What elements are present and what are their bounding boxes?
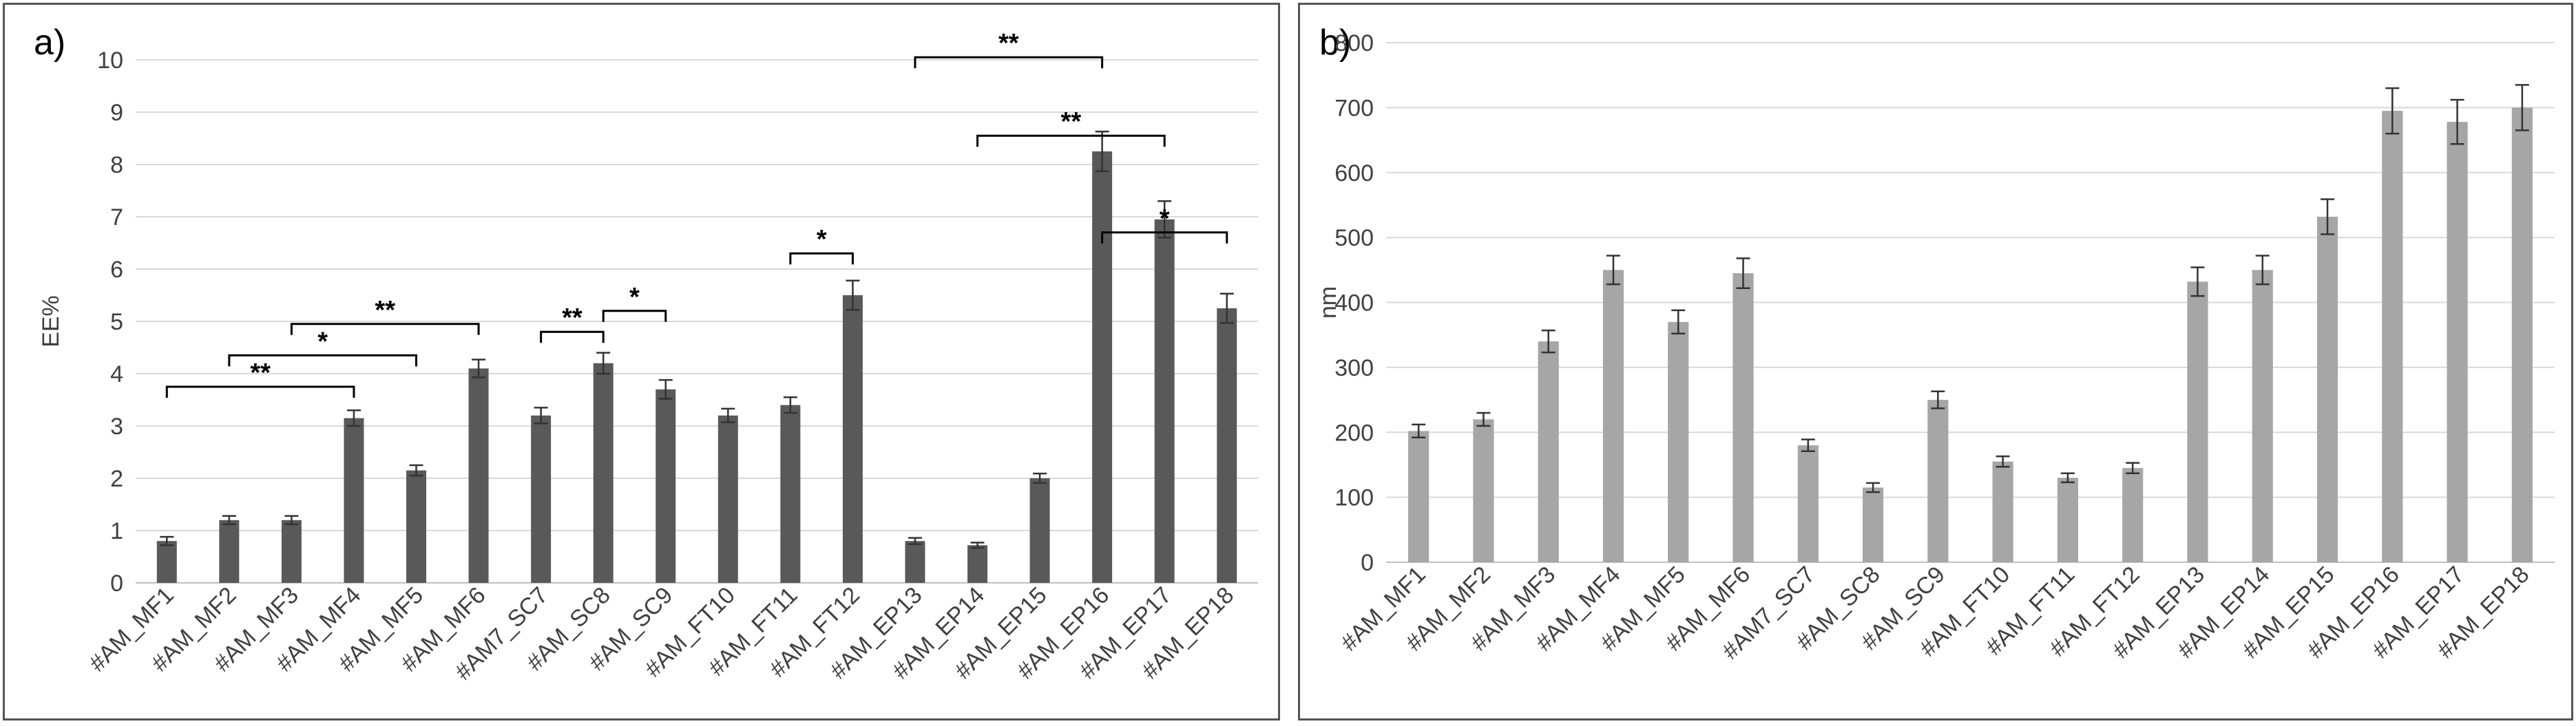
bar-am_mf6: [1732, 273, 1754, 562]
bar-am_ft11: [2057, 478, 2079, 562]
chart-a-svg: a)012345678910EE%#AM_MF1#AM_MF2#AM_MF3#A…: [34, 23, 1258, 685]
bar-am_ep18: [2511, 107, 2533, 562]
significance-bracket: [540, 330, 605, 343]
bar-am_ft12: [2122, 468, 2144, 562]
y-tick-label: 400: [1334, 290, 1374, 317]
bar-am_ep14: [967, 545, 987, 583]
y-tick-label: 2: [110, 466, 123, 492]
bar-am_mf5: [406, 470, 426, 583]
significance-bracket: [228, 354, 417, 367]
bar-am_mf1: [156, 541, 177, 583]
bar-am_ep17: [2447, 122, 2468, 562]
significance-bracket: [165, 385, 355, 398]
significance-label: **: [998, 29, 1019, 58]
bar-am_mf4: [344, 418, 364, 583]
y-tick-label: 0: [1361, 550, 1374, 576]
bar-am_mf2: [1473, 419, 1494, 562]
bar-am_sc9: [656, 389, 676, 583]
bar-am_mf1: [1408, 431, 1430, 562]
y-tick-label: 1: [110, 518, 123, 544]
significance-label: **: [1061, 107, 1082, 136]
y-tick-label: 700: [1334, 95, 1374, 121]
y-tick-label: 8: [110, 152, 123, 178]
bar-am_ep18: [1217, 308, 1237, 583]
y-tick-label: 500: [1334, 225, 1374, 251]
y-tick-label: 600: [1334, 160, 1374, 186]
chart-panel-b: b) 0 100 200 300 400 500 600 700 800 nm #AM_MF1 #AM_…: [1298, 3, 2573, 720]
bar-am_ep16: [2382, 111, 2403, 562]
y-tick-label: 7: [110, 204, 123, 231]
significance-label: **: [250, 359, 271, 387]
bar-am_ep17: [1154, 219, 1175, 583]
y-tick-label: 300: [1334, 355, 1374, 381]
bar-am_ep16: [1092, 151, 1113, 583]
y-tick-label: 0: [110, 570, 123, 597]
bar-am_sc9: [1927, 400, 1949, 562]
y-tick-label: 100: [1334, 485, 1374, 511]
y-axis-title: EE%: [38, 295, 64, 348]
y-tick-label: 800: [1334, 30, 1374, 56]
bar-am7_sc7: [1797, 445, 1819, 562]
significance-bracket: [602, 310, 667, 322]
y-axis-title: nm: [1315, 286, 1341, 319]
bar-am_sc8: [593, 363, 614, 583]
chart-panel-a: a) 0 1 2 3 4 5 6 7 8 9 10 EE% #AM_MF1 #AM_MF2 #AM_MF3 #A…: [3, 3, 1280, 720]
y-tick-label: 10: [97, 47, 123, 74]
bar-am_ep15: [2316, 216, 2338, 562]
significance-bracket: [914, 56, 1104, 69]
significance-label: **: [562, 303, 583, 332]
bar-am_mf4: [1602, 270, 1624, 562]
panel-label: b): [1319, 23, 1351, 63]
bar-am_mf3: [1538, 341, 1559, 562]
bar-am7_sc7: [531, 415, 552, 583]
significance-label: *: [817, 225, 827, 254]
bar-am_mf5: [1668, 321, 1689, 562]
bar-am_ep13: [2187, 281, 2208, 562]
significance-label: *: [1160, 204, 1170, 233]
y-tick-label: 5: [110, 309, 123, 335]
significance-bracket: [1101, 231, 1228, 244]
bar-am_mf2: [219, 520, 240, 583]
significance-bracket: [976, 134, 1166, 147]
bar-am_mf3: [281, 520, 302, 583]
bar-am_mf6: [468, 368, 489, 583]
bar-am_ft10: [1992, 461, 2013, 562]
y-tick-label: 4: [110, 361, 123, 387]
bar-am_sc8: [1862, 487, 1884, 562]
significance-label: **: [375, 296, 395, 325]
bar-am_ep13: [905, 541, 925, 583]
bar-am_ep15: [1029, 478, 1050, 583]
panel-label: a): [34, 23, 65, 63]
y-tick-label: 3: [110, 414, 123, 440]
y-tick-label: 6: [110, 257, 123, 283]
y-tick-label: 9: [110, 100, 123, 126]
significance-label: *: [317, 327, 328, 356]
significance-bracket: [290, 323, 480, 335]
significance-label: *: [629, 283, 640, 312]
bar-am_ep14: [2252, 270, 2273, 562]
bar-am_ft12: [842, 295, 863, 583]
significance-bracket: [789, 252, 854, 265]
y-tick-label: 200: [1334, 420, 1374, 446]
bar-am_ft11: [780, 405, 801, 583]
chart-b-svg: b)0100200300400500600700800nm#AM_MF1#AM_…: [1315, 23, 2555, 665]
bar-am_ft10: [718, 415, 738, 583]
